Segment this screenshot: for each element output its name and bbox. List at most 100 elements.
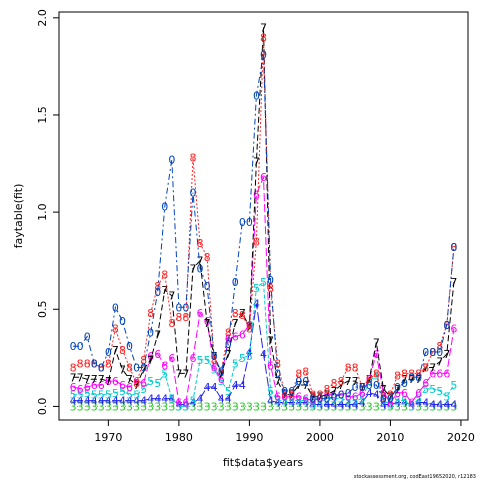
data-point: 4: [154, 393, 161, 406]
data-point: 6: [281, 391, 288, 404]
data-point: 4: [380, 398, 387, 411]
data-point: 0: [225, 338, 232, 351]
series-line: [73, 281, 455, 408]
data-point: 4: [197, 393, 204, 406]
data-point: 8: [281, 387, 288, 400]
data-point: 0: [133, 362, 140, 375]
data-point: 4: [175, 398, 182, 411]
data-point: 6: [359, 387, 366, 400]
series-line: [72, 176, 455, 404]
data-point: 6: [429, 367, 436, 380]
data-point: 8: [373, 367, 380, 380]
data-point: 6: [126, 381, 133, 394]
data-point: 3: [436, 400, 443, 413]
y-axis-title: faytable(fit): [12, 184, 25, 249]
data-point: 5: [239, 352, 246, 365]
data-point: 7: [331, 385, 338, 398]
data-point: 5: [147, 375, 154, 388]
data-point: 5: [112, 387, 119, 400]
data-point: 4: [288, 397, 295, 410]
data-point: 4: [408, 398, 415, 411]
data-point: 5: [182, 400, 189, 413]
data-point: 0: [175, 301, 182, 314]
data-point: 3: [302, 400, 309, 413]
data-point: 7: [182, 367, 189, 380]
data-point: 3: [119, 400, 126, 413]
data-point: 6: [295, 391, 302, 404]
data-point: 6: [105, 375, 112, 388]
data-point: 5: [373, 369, 380, 382]
data-point: 8: [211, 354, 218, 367]
data-point: 0: [387, 393, 394, 406]
data-point: 7: [211, 350, 218, 363]
data-point: 7: [197, 255, 204, 268]
data-point: 0: [429, 346, 436, 359]
data-point: 3: [197, 400, 204, 413]
data-point: 5: [204, 354, 211, 367]
data-point: 6: [443, 367, 450, 380]
data-point: 5: [119, 385, 126, 398]
data-point: 5: [98, 389, 105, 402]
data-point: 5: [189, 395, 196, 408]
data-point: 6: [316, 393, 323, 406]
data-point: 8: [323, 383, 330, 396]
data-point: 7: [232, 317, 239, 330]
data-point: 7: [239, 307, 246, 320]
data-point: 0: [197, 262, 204, 275]
data-point: 7: [112, 344, 119, 357]
data-point: 0: [274, 367, 281, 380]
data-point: 3: [373, 400, 380, 413]
data-point: 5: [77, 389, 84, 402]
data-point: 0: [182, 301, 189, 314]
data-point: 7: [429, 362, 436, 375]
data-point: 8: [331, 377, 338, 390]
data-point: 8: [168, 317, 175, 330]
data-point: 8: [316, 389, 323, 402]
data-point: 5: [450, 379, 457, 392]
data-point: 7: [218, 367, 225, 380]
data-point: 8: [387, 389, 394, 402]
y-tick-label: 0.0: [36, 398, 49, 416]
data-point: 5: [331, 393, 338, 406]
data-point: 4: [422, 397, 429, 410]
data-point: 0: [359, 381, 366, 394]
data-point: 4: [316, 398, 323, 411]
data-point: 5: [246, 350, 253, 363]
data-point: 4: [394, 397, 401, 410]
data-point: 5: [288, 395, 295, 408]
data-point: 6: [302, 393, 309, 406]
data-point: 5: [253, 282, 260, 295]
data-point: 0: [331, 391, 338, 404]
data-point: 6: [225, 332, 232, 345]
data-point: 5: [274, 395, 281, 408]
data-point: 0: [316, 393, 323, 406]
data-point: 0: [295, 375, 302, 388]
data-point: 5: [126, 389, 133, 402]
data-point: 4: [253, 297, 260, 310]
data-point: 7: [126, 373, 133, 386]
data-point: 4: [91, 395, 98, 408]
data-point: 7: [443, 348, 450, 361]
series-line: [73, 27, 455, 398]
data-point: 3: [323, 400, 330, 413]
data-point: 3: [366, 400, 373, 413]
data-point: 7: [380, 383, 387, 396]
data-point: 5: [380, 395, 387, 408]
data-point: 6: [415, 387, 422, 400]
data-point: 6: [338, 389, 345, 402]
data-point: 5: [366, 375, 373, 388]
data-point: 8: [232, 307, 239, 320]
data-point: 8: [189, 152, 196, 165]
x-axis: 1970 1980 1990 2000 2010 2020: [94, 420, 475, 444]
data-point: 4: [359, 397, 366, 410]
data-point: 0: [232, 276, 239, 289]
data-point: 8: [119, 344, 126, 357]
data-point: 3: [168, 400, 175, 413]
data-point: 4: [331, 398, 338, 411]
data-point: 4: [443, 398, 450, 411]
data-point: 0: [443, 319, 450, 332]
data-point: 6: [168, 352, 175, 365]
data-point: 3: [450, 400, 457, 413]
data-point: 6: [373, 348, 380, 361]
